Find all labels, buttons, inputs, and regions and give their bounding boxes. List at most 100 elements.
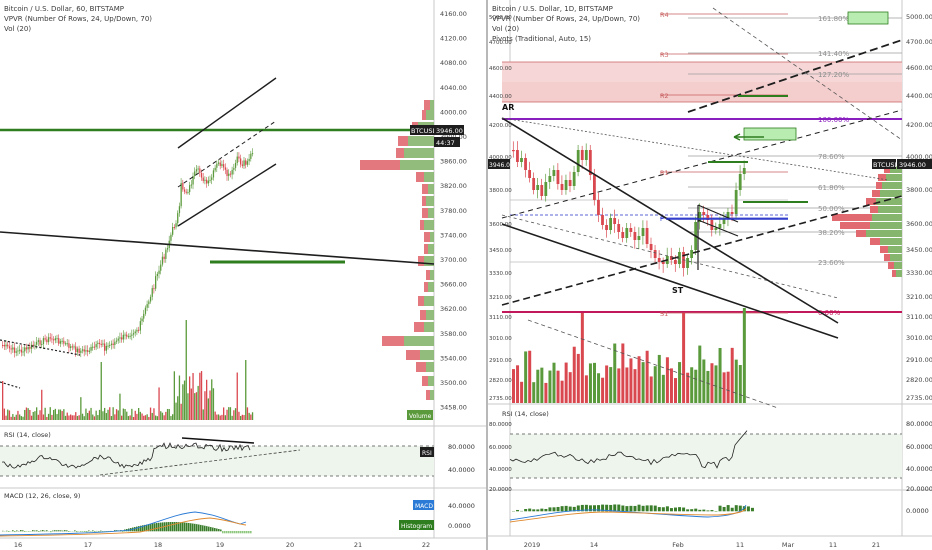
signal-line xyxy=(0,517,247,537)
vpvr-up-bar xyxy=(428,184,434,194)
dotted-trend-4[interactable] xyxy=(712,7,903,141)
volume-bar xyxy=(80,397,82,420)
volume-bar xyxy=(54,408,56,420)
candle xyxy=(70,346,72,348)
vpvr-up-bar xyxy=(876,198,902,205)
channel-top[interactable] xyxy=(177,77,277,149)
time-axis[interactable]: 16 17 18 19 20 21 22 xyxy=(14,541,430,549)
dotted-trend-3[interactable] xyxy=(527,319,779,409)
volume-bar xyxy=(613,343,617,403)
macd-hist-bar xyxy=(144,524,146,532)
macd-hist-bar xyxy=(690,509,694,512)
candle xyxy=(161,256,164,265)
volume-bar xyxy=(641,362,645,403)
volume-bar xyxy=(730,347,734,403)
volume-bar xyxy=(37,414,39,420)
volume-bar xyxy=(734,359,738,403)
vpvr-up-bar xyxy=(430,100,434,110)
macd-hist-bar xyxy=(220,529,222,532)
volume-bar xyxy=(229,407,232,420)
macd-hist-bar xyxy=(645,505,649,512)
macd-hist-bar xyxy=(148,524,150,532)
macd-hist-bar xyxy=(250,531,252,534)
volume-bar xyxy=(139,411,141,420)
trendline[interactable] xyxy=(0,231,435,265)
volume-bar xyxy=(39,410,41,420)
vpvr-down-bar xyxy=(422,110,426,120)
price-tick: 3110.00 xyxy=(906,313,932,321)
vpvr-down-bar xyxy=(884,254,890,261)
price-axis-left[interactable]: 5000.00 4700.00 4600.00 4400.00 4200.00 4000.… xyxy=(489,15,512,402)
channel-mid[interactable] xyxy=(177,120,277,188)
dotted-trend[interactable] xyxy=(501,117,889,181)
rising-dashed-line-3[interactable] xyxy=(687,39,903,113)
target-box[interactable] xyxy=(743,127,797,141)
pivot-label: S1 xyxy=(660,310,668,318)
candle xyxy=(229,173,232,175)
volume-bar xyxy=(686,372,690,403)
hourly-chart-panel[interactable]: 4160.004120.004080.004040.004000.003900.… xyxy=(0,0,486,550)
volume-bar xyxy=(250,414,252,420)
panel-divider[interactable] xyxy=(486,0,488,550)
channel-bottom[interactable] xyxy=(177,163,277,227)
volume-bar xyxy=(674,378,677,403)
price-axis[interactable]: 4160.004120.004080.004040.004000.003900.… xyxy=(440,10,467,412)
candle xyxy=(182,182,184,190)
candle xyxy=(41,343,43,345)
volume-bar xyxy=(85,408,87,420)
macd-hist-bar xyxy=(98,531,100,533)
price-tick: 2910.00 xyxy=(906,356,932,364)
volume-bar xyxy=(47,413,50,420)
target-box-top[interactable] xyxy=(847,11,889,25)
candle xyxy=(722,218,726,224)
volume-bar xyxy=(93,416,96,420)
candle xyxy=(148,301,150,305)
volume-bar xyxy=(219,415,221,420)
macd-hist-bar xyxy=(190,523,192,532)
macd-hist-bar xyxy=(24,531,26,532)
macd-hist-bar xyxy=(686,509,690,512)
macd-hist-bar xyxy=(6,530,8,532)
volume-bar xyxy=(190,388,192,420)
macd-hist-bar xyxy=(230,531,232,534)
falling-channel-top[interactable] xyxy=(501,117,839,324)
hourly-chart-svg[interactable]: 4160.004120.004080.004040.004000.003900.… xyxy=(0,0,486,550)
price-axis-right[interactable]: 5000.00 4700.00 4600.00 4400.00 4200.00 4000.… xyxy=(906,13,932,402)
volume-bar xyxy=(251,412,254,420)
vpvr-up-bar xyxy=(428,376,434,386)
time-axis[interactable]: 2019 14 Feb 11 Mar 11 21 xyxy=(524,541,880,549)
price-tick-left: 4200.00 xyxy=(489,123,512,129)
macd-hist-bar xyxy=(202,525,204,532)
daily-chart-svg[interactable]: 161.80%141.40%127.20%100.00%78.60%61.80%… xyxy=(488,0,932,550)
pennant-bottom[interactable] xyxy=(697,219,739,237)
vpvr-up-bar xyxy=(424,172,434,182)
volume-bar xyxy=(27,408,29,420)
time-tick: 11 xyxy=(829,541,837,549)
volume-bar xyxy=(637,356,641,403)
candle xyxy=(248,158,250,162)
volume-bar xyxy=(194,393,196,420)
dotted-line[interactable] xyxy=(0,381,21,389)
volume-bar xyxy=(609,367,613,403)
dotted-trend-2[interactable] xyxy=(501,214,839,299)
rsi-divergence-line[interactable] xyxy=(181,437,255,444)
dotted-line[interactable] xyxy=(0,339,81,356)
volume-bar xyxy=(22,416,24,420)
vpvr-down-bar xyxy=(878,174,886,181)
falling-channel-bottom[interactable] xyxy=(501,223,839,339)
daily-chart-panel[interactable]: 161.80%141.40%127.20%100.00%78.60%61.80%… xyxy=(488,0,932,550)
macd-hist-bar xyxy=(222,531,224,534)
volume-bar xyxy=(629,358,633,403)
candle xyxy=(204,179,206,181)
rsi-trend-line[interactable] xyxy=(99,449,301,476)
macd-label: MACD (12, 26, close, 9) xyxy=(4,492,81,500)
candle xyxy=(653,250,657,258)
rsi-tick: 80.0000 xyxy=(906,420,932,428)
rising-dashed-line-2[interactable] xyxy=(501,109,903,219)
candle xyxy=(233,167,235,170)
candle xyxy=(97,342,99,345)
volume-bar xyxy=(200,371,203,420)
volume-bar xyxy=(5,415,7,420)
rising-dashed-line[interactable] xyxy=(501,195,903,306)
candle xyxy=(726,212,730,218)
